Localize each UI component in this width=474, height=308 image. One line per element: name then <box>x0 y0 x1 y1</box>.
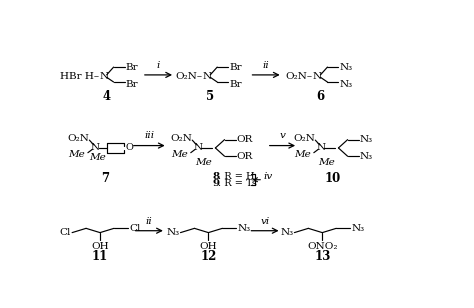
Text: 4: 4 <box>102 90 110 103</box>
Text: . R = H: . R = H <box>218 172 255 181</box>
Text: i: i <box>157 61 160 70</box>
Text: Me: Me <box>89 153 106 162</box>
Text: 5: 5 <box>206 90 214 103</box>
Text: OR: OR <box>237 135 253 144</box>
Text: 8: 8 <box>213 172 220 181</box>
Text: N₃: N₃ <box>351 224 365 233</box>
Text: N: N <box>91 144 100 152</box>
Text: N₃: N₃ <box>280 228 293 237</box>
Text: HBr H–: HBr H– <box>60 71 99 81</box>
Text: Me: Me <box>171 150 188 159</box>
Text: 6: 6 <box>316 90 324 103</box>
Text: 12: 12 <box>200 250 217 263</box>
Text: OR: OR <box>237 152 253 161</box>
Text: ONO₂: ONO₂ <box>307 242 337 251</box>
Text: N₃: N₃ <box>360 152 373 161</box>
Text: ii: ii <box>146 217 153 225</box>
Text: N₃: N₃ <box>166 228 179 237</box>
Text: Br: Br <box>126 63 138 71</box>
Text: O₂N–: O₂N– <box>175 71 202 81</box>
Text: iii: iii <box>144 131 155 140</box>
Text: N₃: N₃ <box>339 80 353 89</box>
Text: Br: Br <box>229 63 242 71</box>
Text: N: N <box>193 144 203 152</box>
Text: iv: iv <box>264 172 273 181</box>
Text: OH: OH <box>200 242 217 251</box>
Text: Cl: Cl <box>129 224 140 233</box>
Text: Me: Me <box>195 158 212 167</box>
Text: vi: vi <box>260 217 270 225</box>
Text: OH: OH <box>91 242 109 251</box>
Text: Me: Me <box>294 150 311 159</box>
Text: 13: 13 <box>314 250 330 263</box>
Text: Br: Br <box>229 80 242 89</box>
Text: N: N <box>313 71 322 81</box>
Text: Me: Me <box>318 158 335 167</box>
Text: O₂N: O₂N <box>170 134 192 143</box>
Text: N₃: N₃ <box>360 135 373 144</box>
Text: Me: Me <box>68 150 85 159</box>
Text: 9: 9 <box>213 179 220 188</box>
Text: O: O <box>126 144 134 152</box>
Text: Br: Br <box>126 80 138 89</box>
Text: Cl: Cl <box>60 228 71 237</box>
Text: N: N <box>99 71 108 81</box>
Text: 10: 10 <box>325 172 341 184</box>
Text: v: v <box>280 131 285 140</box>
Text: O₂N: O₂N <box>293 134 315 143</box>
Text: ii: ii <box>263 61 269 70</box>
Text: N: N <box>203 71 212 81</box>
Text: N₃: N₃ <box>237 224 251 233</box>
Text: 11: 11 <box>92 250 108 263</box>
Text: N: N <box>317 144 326 152</box>
Text: N₃: N₃ <box>339 63 353 71</box>
Text: 7: 7 <box>101 172 109 184</box>
Text: O₂N–: O₂N– <box>286 71 313 81</box>
Text: O₂N: O₂N <box>67 134 90 143</box>
Text: . R = Ts: . R = Ts <box>218 179 257 188</box>
